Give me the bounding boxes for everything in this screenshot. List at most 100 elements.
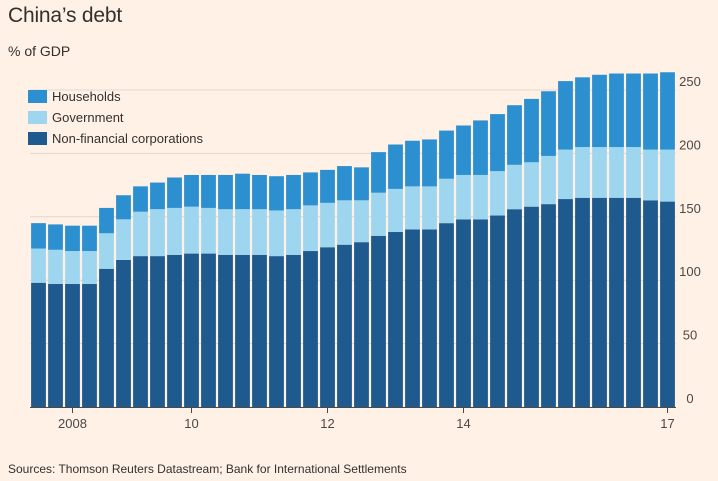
bar-non-financial-corporations-13	[252, 254, 267, 407]
bar-non-financial-corporations-7	[150, 256, 165, 407]
bar-non-financial-corporations-12	[235, 254, 250, 407]
bar-government-35	[626, 147, 641, 198]
bar-households-16	[303, 172, 318, 206]
bar-households-21	[388, 144, 403, 189]
bar-non-financial-corporations-23	[422, 229, 437, 407]
x-tick-label-17: 17	[660, 416, 674, 431]
bar-non-financial-corporations-28	[507, 209, 522, 407]
bar-government-29	[524, 162, 539, 207]
bar-non-financial-corporations-9	[184, 253, 199, 407]
bar-households-36	[643, 73, 658, 150]
bar-government-5	[116, 219, 131, 260]
bar-government-27	[490, 171, 505, 216]
bar-government-14	[269, 210, 284, 257]
bar-households-27	[490, 114, 505, 172]
bar-non-financial-corporations-18	[337, 244, 352, 407]
bar-households-12	[235, 173, 250, 210]
bar-non-financial-corporations-0	[31, 282, 46, 407]
bar-households-7	[150, 182, 165, 210]
bar-non-financial-corporations-11	[218, 254, 233, 407]
bar-non-financial-corporations-4	[99, 268, 114, 407]
bar-households-34	[609, 73, 624, 148]
bar-non-financial-corporations-31	[558, 199, 573, 407]
bar-households-28	[507, 105, 522, 165]
legend-label-non-financial-corporations: Non-financial corporations	[52, 131, 204, 146]
x-tick-label-2008: 2008	[58, 416, 87, 431]
bar-households-20	[371, 152, 386, 193]
bar-government-7	[150, 209, 165, 257]
bar-non-financial-corporations-6	[133, 256, 148, 407]
bar-government-16	[303, 205, 318, 252]
bar-government-22	[405, 186, 420, 230]
bar-households-35	[626, 73, 641, 148]
bar-households-5	[116, 195, 131, 220]
bar-government-6	[133, 211, 148, 257]
bar-government-20	[371, 192, 386, 236]
bar-non-financial-corporations-10	[201, 253, 216, 407]
bar-non-financial-corporations-33	[592, 197, 607, 407]
legend-label-households: Households	[52, 89, 121, 104]
bar-government-11	[218, 209, 233, 255]
bar-non-financial-corporations-27	[490, 215, 505, 407]
bar-non-financial-corporations-16	[303, 251, 318, 407]
y-tick-label-150: 150	[679, 201, 701, 216]
bar-non-financial-corporations-19	[354, 242, 369, 407]
bar-government-37	[660, 149, 675, 202]
bar-government-17	[320, 202, 335, 248]
x-tick-label-10: 10	[184, 416, 198, 431]
bar-households-14	[269, 176, 284, 211]
bar-government-32	[575, 147, 590, 198]
bar-households-6	[133, 186, 148, 212]
bar-government-31	[558, 149, 573, 200]
bar-non-financial-corporations-2	[65, 284, 80, 407]
bar-non-financial-corporations-1	[48, 284, 63, 407]
bar-government-24	[439, 178, 454, 224]
bar-households-13	[252, 174, 267, 210]
bar-government-8	[167, 207, 182, 255]
bar-households-23	[422, 139, 437, 187]
bar-non-financial-corporations-26	[473, 219, 488, 407]
bar-households-26	[473, 120, 488, 175]
legend-swatch-households	[28, 90, 47, 103]
bar-households-18	[337, 166, 352, 201]
bar-households-2	[65, 225, 80, 252]
bar-government-19	[354, 200, 369, 243]
bar-non-financial-corporations-30	[541, 204, 556, 407]
bar-government-25	[456, 174, 471, 220]
bar-households-10	[201, 174, 216, 208]
chart-title: China’s debt	[8, 4, 122, 27]
y-tick-label-100: 100	[679, 264, 701, 279]
bar-government-13	[252, 209, 267, 255]
bar-government-0	[31, 248, 46, 283]
y-tick-label-250: 250	[679, 74, 701, 89]
bar-non-financial-corporations-22	[405, 229, 420, 407]
bar-non-financial-corporations-21	[388, 232, 403, 407]
bar-government-21	[388, 188, 403, 233]
bar-non-financial-corporations-37	[660, 201, 675, 407]
bar-non-financial-corporations-8	[167, 254, 182, 407]
bar-households-37	[660, 72, 675, 150]
bar-government-18	[337, 200, 352, 245]
bar-households-29	[524, 98, 539, 163]
bar-households-9	[184, 174, 199, 207]
bar-government-33	[592, 147, 607, 198]
bar-non-financial-corporations-20	[371, 235, 386, 407]
bar-government-34	[609, 147, 624, 198]
chart-subtitle: % of GDP	[8, 43, 71, 59]
bar-government-3	[82, 251, 97, 285]
y-tick-label-50: 50	[683, 328, 697, 343]
bar-households-1	[48, 224, 63, 250]
x-tick-label-14: 14	[456, 416, 470, 431]
bar-government-15	[286, 209, 301, 255]
legend-swatch-government	[28, 111, 47, 124]
bar-non-financial-corporations-14	[269, 256, 284, 407]
bar-households-15	[286, 174, 301, 210]
bar-government-2	[65, 251, 80, 285]
bar-government-12	[235, 209, 250, 255]
bar-non-financial-corporations-24	[439, 223, 454, 407]
bar-households-25	[456, 125, 471, 175]
bar-households-32	[575, 77, 590, 148]
bar-households-24	[439, 130, 454, 179]
bar-households-30	[541, 91, 556, 156]
bar-non-financial-corporations-32	[575, 197, 590, 407]
